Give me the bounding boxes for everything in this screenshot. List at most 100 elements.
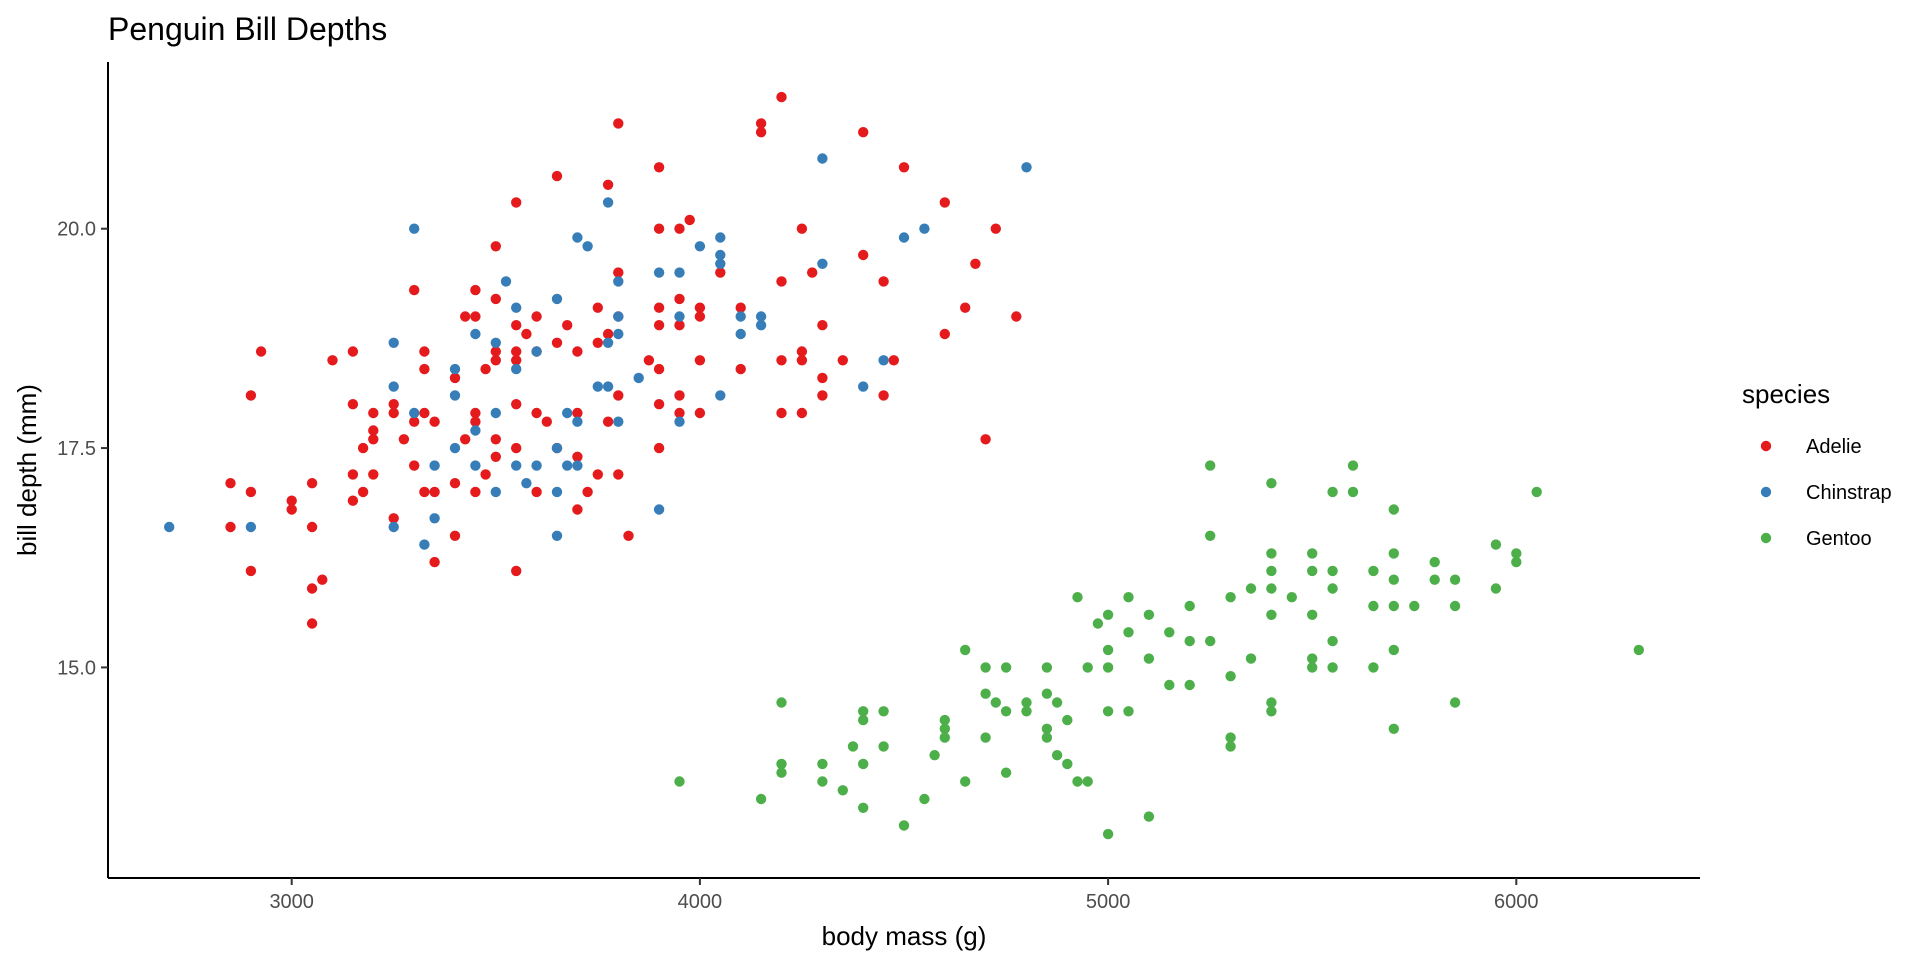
- data-point: [613, 390, 624, 401]
- data-point: [858, 714, 869, 726]
- data-point: [449, 390, 461, 401]
- data-point: [388, 399, 399, 410]
- data-point: [1225, 592, 1236, 603]
- data-point: [817, 320, 828, 331]
- data-point: [939, 197, 950, 208]
- legend-item-chinstrap: Chinstrap: [1760, 482, 1892, 504]
- data-point: [858, 249, 869, 261]
- data-point: [858, 706, 869, 717]
- data-point: [511, 399, 522, 410]
- data-point: [429, 513, 440, 524]
- data-point: [1266, 609, 1277, 620]
- legend-label: Chinstrap: [1806, 482, 1892, 504]
- data-point: [858, 381, 869, 392]
- data-point: [225, 521, 236, 533]
- data-point: [480, 363, 491, 375]
- data-point: [582, 241, 593, 252]
- data-point: [960, 776, 971, 787]
- data-point: [1184, 679, 1195, 691]
- data-point: [470, 486, 481, 498]
- data-point: [500, 276, 512, 287]
- data-point: [531, 407, 542, 419]
- data-point: [572, 407, 583, 419]
- data-point: [286, 504, 297, 515]
- data-point: [419, 539, 430, 550]
- data-point: [1327, 635, 1338, 647]
- data-point: [776, 91, 787, 103]
- data-point: [674, 293, 685, 305]
- data-point: [1000, 706, 1012, 717]
- data-point: [1102, 609, 1114, 620]
- data-point: [1062, 758, 1073, 770]
- data-point: [898, 820, 910, 831]
- data-point: [1531, 486, 1542, 498]
- data-point: [1021, 706, 1032, 717]
- data-point: [1205, 530, 1216, 541]
- data-point: [572, 232, 583, 243]
- data-point: [449, 530, 461, 541]
- data-point: [694, 311, 706, 322]
- data-point: [715, 267, 726, 278]
- data-point: [419, 346, 430, 357]
- data-point: [858, 802, 869, 813]
- series-adelie: [225, 91, 1022, 629]
- data-point: [1429, 574, 1440, 585]
- data-point: [929, 750, 940, 761]
- data-point: [939, 732, 950, 743]
- data-point: [1021, 697, 1032, 708]
- data-point: [1347, 486, 1359, 498]
- data-point: [817, 758, 828, 770]
- data-point: [1368, 600, 1379, 612]
- data-point: [1511, 548, 1522, 559]
- data-point: [1092, 618, 1104, 629]
- y-tick-label: 20.0: [57, 219, 96, 241]
- data-point: [1000, 662, 1012, 673]
- data-point: [939, 714, 950, 726]
- data-point: [490, 407, 501, 419]
- data-point: [1307, 653, 1318, 664]
- data-point: [755, 311, 767, 322]
- data-point: [980, 662, 991, 673]
- data-point: [572, 451, 583, 462]
- data-point: [1143, 653, 1155, 664]
- data-point: [592, 469, 603, 480]
- data-point: [715, 390, 726, 401]
- data-point: [490, 451, 501, 462]
- data-point: [511, 460, 522, 471]
- y-axis-title: bill depth (mm): [12, 384, 42, 556]
- data-point: [653, 162, 665, 173]
- data-point: [643, 355, 655, 366]
- data-point: [1164, 679, 1175, 691]
- data-point: [470, 407, 481, 419]
- legend: species Adelie Chinstrap Gentoo: [1742, 379, 1892, 550]
- data-point: [245, 565, 257, 577]
- data-point: [898, 162, 910, 173]
- data-point: [1307, 609, 1318, 620]
- points-layer: [164, 91, 1645, 840]
- legend-swatch: [1760, 486, 1772, 498]
- data-point: [837, 355, 848, 366]
- data-point: [1123, 627, 1134, 638]
- data-point: [347, 346, 359, 357]
- data-point: [551, 293, 563, 305]
- series-chinstrap: [164, 153, 1032, 550]
- data-point: [1062, 714, 1073, 726]
- data-point: [735, 311, 746, 322]
- data-point: [409, 223, 420, 234]
- data-point: [1490, 539, 1502, 550]
- data-point: [368, 425, 379, 436]
- data-point: [368, 434, 379, 445]
- data-point: [449, 478, 461, 489]
- data-point: [633, 372, 644, 384]
- data-point: [541, 416, 552, 427]
- data-point: [807, 267, 818, 278]
- data-point: [511, 320, 522, 331]
- data-point: [511, 363, 522, 375]
- data-point: [919, 223, 930, 234]
- data-point: [817, 776, 828, 787]
- data-point: [1021, 162, 1032, 173]
- y-tick-label: 17.5: [57, 438, 96, 460]
- data-point: [980, 732, 991, 743]
- data-point: [388, 407, 399, 419]
- data-point: [602, 328, 614, 340]
